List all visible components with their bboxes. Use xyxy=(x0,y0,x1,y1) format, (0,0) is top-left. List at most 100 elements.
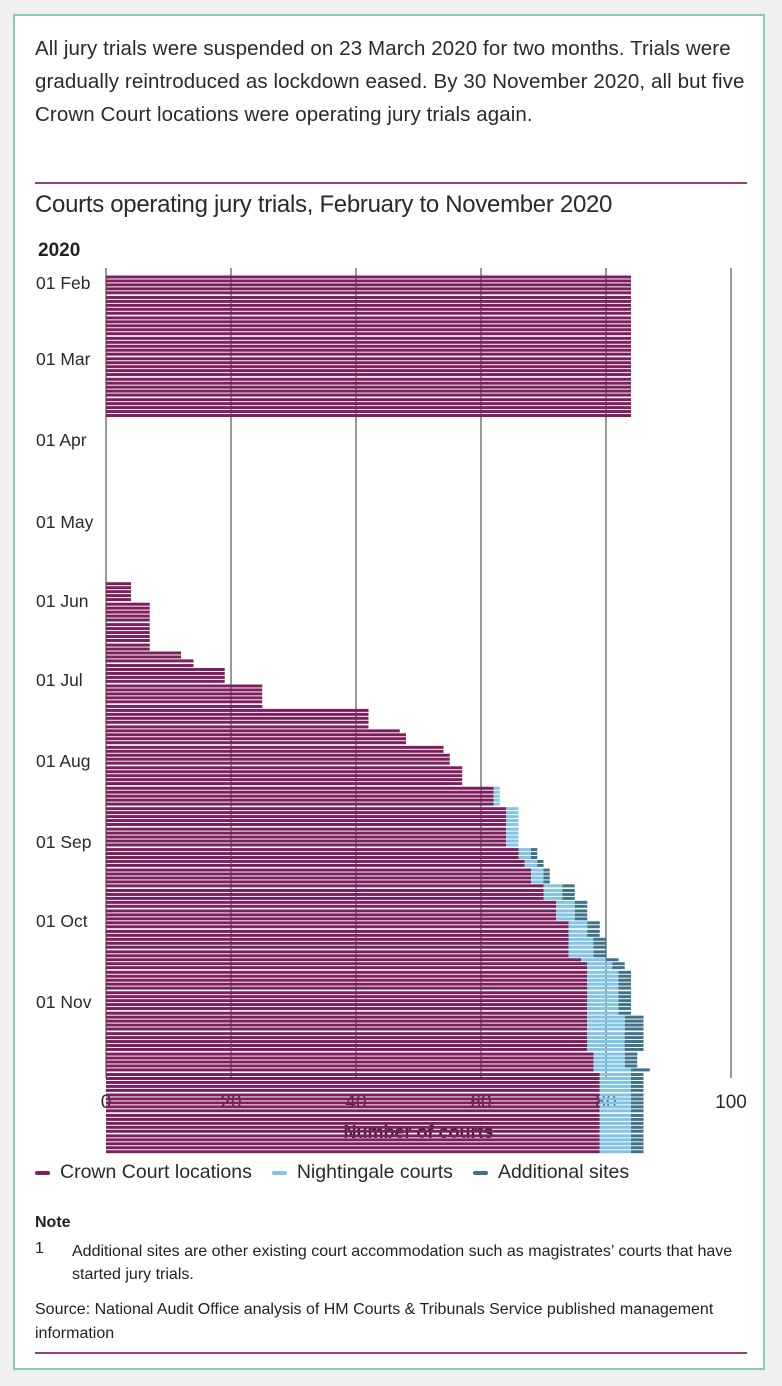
bar-crown-court xyxy=(106,1052,594,1056)
bar-additional-site xyxy=(624,1027,644,1031)
bar-nightingale xyxy=(599,1138,631,1142)
bar-additional-site xyxy=(562,884,575,888)
bar-crown-court xyxy=(106,757,450,761)
bar-crown-court xyxy=(106,835,506,839)
bar-crown-court xyxy=(106,1007,588,1011)
bar-additional-site xyxy=(562,892,575,896)
bar-crown-court xyxy=(106,700,263,704)
bar-crown-court xyxy=(106,1044,588,1047)
bar-crown-court xyxy=(106,1047,588,1051)
bar-additional-site xyxy=(618,995,631,999)
bar-crown-court xyxy=(106,606,150,610)
bar-nightingale xyxy=(543,889,563,892)
bar-crown-court xyxy=(106,1101,600,1105)
bar-crown-court xyxy=(106,402,631,406)
bar-crown-court xyxy=(106,406,631,410)
bar-additional-site xyxy=(587,929,600,933)
bar-crown-court xyxy=(106,1093,600,1097)
bar-additional-site xyxy=(531,848,538,852)
bar-nightingale xyxy=(587,1044,625,1047)
bar-crown-court xyxy=(106,868,531,872)
note-number: 1 xyxy=(35,1240,44,1257)
bar-crown-court xyxy=(106,900,556,904)
bar-crown-court xyxy=(106,316,631,320)
bar-additional-site xyxy=(562,889,575,892)
chart-title: Courts operating jury trials, February t… xyxy=(35,191,613,218)
bar-crown-court xyxy=(106,950,569,954)
bar-nightingale xyxy=(543,896,563,900)
bar-crown-court xyxy=(106,582,131,586)
bar-additional-site xyxy=(624,1032,644,1036)
bar-nightingale xyxy=(506,839,519,843)
bar-crown-court xyxy=(106,1003,588,1007)
bar-nightingale xyxy=(556,904,575,908)
bar-additional-site xyxy=(631,1134,644,1138)
bar-crown-court xyxy=(106,643,150,647)
bar-nightingale xyxy=(531,872,544,876)
bar-nightingale xyxy=(556,913,575,917)
bar-crown-court xyxy=(106,627,150,631)
bar-additional-site xyxy=(631,1113,644,1117)
bar-crown-court xyxy=(106,279,631,283)
bar-crown-court xyxy=(106,618,150,622)
bar-crown-court xyxy=(106,696,263,700)
bar-additional-site xyxy=(543,872,550,876)
bar-crown-court xyxy=(106,303,631,307)
bar-additional-site xyxy=(624,1064,638,1068)
bar-crown-court xyxy=(106,377,631,381)
bar-nightingale xyxy=(599,1093,631,1097)
bar-crown-court xyxy=(106,1113,600,1117)
bar-additional-site xyxy=(618,999,631,1003)
legend-swatch-nightingale xyxy=(271,1170,287,1175)
bar-additional-site xyxy=(618,986,631,990)
bar-crown-court xyxy=(106,1097,600,1101)
bar-additional-site xyxy=(618,982,631,986)
bar-nightingale xyxy=(531,880,544,884)
legend-label-additional: Additional sites xyxy=(497,1161,630,1183)
bar-additional-site xyxy=(543,876,550,880)
bar-crown-court xyxy=(106,909,556,913)
bar-nightingale xyxy=(593,1060,625,1064)
bar-crown-court xyxy=(106,1125,600,1129)
bar-nightingale xyxy=(506,807,519,811)
bar-crown-court xyxy=(106,602,150,606)
bar-nightingale xyxy=(587,1036,625,1040)
bar-nightingale xyxy=(587,1027,625,1031)
bar-nightingale xyxy=(599,1150,631,1154)
bar-nightingale xyxy=(587,986,619,990)
bar-nightingale xyxy=(587,1019,625,1023)
bar-additional-site xyxy=(624,1047,644,1051)
bar-crown-court xyxy=(106,925,569,929)
y-tick-label: 01 Mar xyxy=(36,349,91,369)
bar-nightingale xyxy=(556,917,575,921)
bar-crown-court xyxy=(106,737,406,741)
bar-nightingale xyxy=(506,815,519,819)
bar-crown-court xyxy=(106,1129,600,1133)
bar-nightingale xyxy=(493,798,500,802)
bar-nightingale xyxy=(587,1003,619,1007)
bar-crown-court xyxy=(106,1023,588,1027)
bar-crown-court xyxy=(106,982,588,986)
bar-nightingale xyxy=(531,868,544,872)
bar-crown-court xyxy=(106,352,631,356)
bar-crown-court xyxy=(106,287,631,291)
bar-nightingale xyxy=(599,1134,631,1138)
bar-nightingale xyxy=(524,859,538,863)
bar-crown-court xyxy=(106,978,588,982)
bar-additional-site xyxy=(624,1036,644,1040)
bar-crown-court xyxy=(106,937,569,941)
bar-crown-court xyxy=(106,275,631,279)
bar-crown-court xyxy=(106,299,631,303)
bar-nightingale xyxy=(543,884,563,888)
bar-crown-court xyxy=(106,1105,600,1109)
bar-crown-court xyxy=(106,291,631,295)
bar-crown-court xyxy=(106,328,631,332)
bar-crown-court xyxy=(106,1019,588,1023)
bar-additional-site xyxy=(624,1023,644,1027)
bar-crown-court xyxy=(106,889,544,892)
bar-crown-court xyxy=(106,307,631,311)
bar-additional-site xyxy=(606,958,619,962)
bar-crown-court xyxy=(106,1073,600,1077)
bar-nightingale xyxy=(568,941,594,945)
bar-crown-court xyxy=(106,933,569,937)
